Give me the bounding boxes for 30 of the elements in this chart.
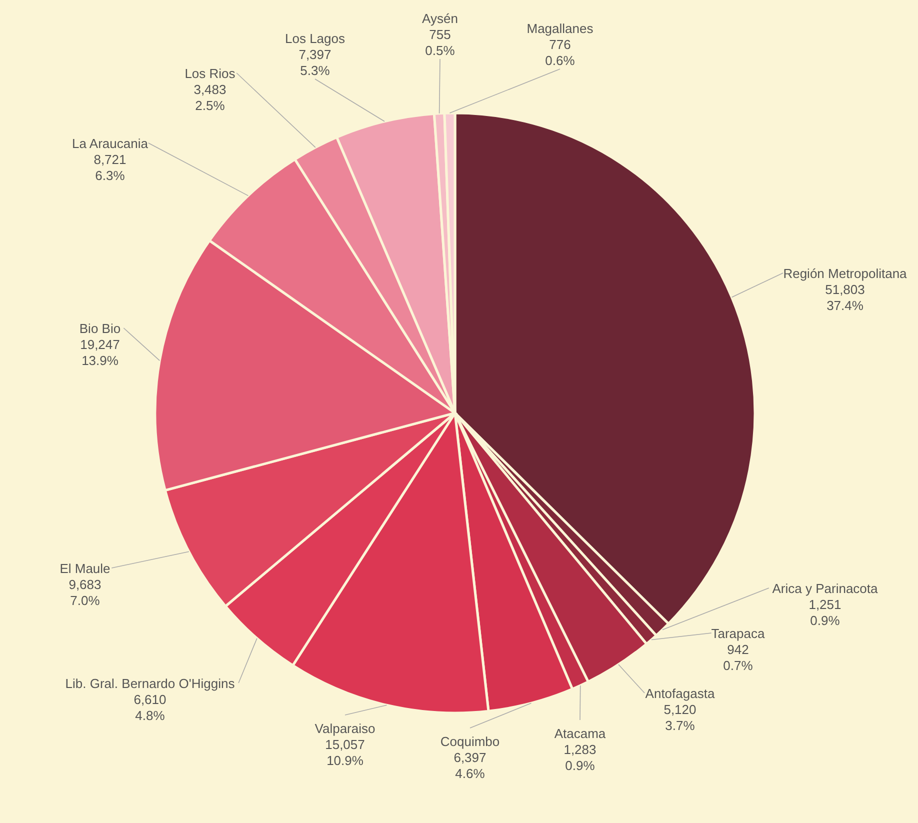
slice-label: Coquimbo: [440, 734, 500, 749]
slice-label: Valparaiso: [314, 721, 376, 736]
data-label: 1,283 0.9%: [564, 742, 596, 773]
data-label: 8,721 6.3%: [94, 152, 126, 183]
data-label: 7,397 5.3%: [298, 47, 332, 78]
data-label: 942 0.7%: [723, 642, 754, 673]
data-label: 3,483 2.5%: [194, 82, 226, 113]
data-label: 776 0.6%: [545, 37, 576, 68]
data-label: 15,057 10.9%: [325, 737, 365, 768]
data-label: 6,397 4.6%: [454, 750, 486, 781]
slice-label: Lib. Gral. Bernardo O'Higgins: [65, 676, 236, 691]
data-label: 51,803 37.4%: [825, 282, 865, 313]
data-label: 5,120 3.7%: [664, 702, 696, 733]
data-label: 1,251 0.9%: [808, 597, 842, 628]
data-label: 755 0.5%: [425, 27, 456, 58]
slice-label: Arica y Parinacota: [772, 581, 879, 596]
data-label: 19,247 13.9%: [80, 337, 120, 368]
slice-label: Los Rios: [184, 66, 236, 81]
slice-label: Antofagasta: [645, 686, 716, 701]
slice-label: Aysén: [422, 11, 458, 26]
slice-label: Los Lagos: [285, 31, 346, 46]
slice-label: El Maule: [60, 561, 110, 576]
data-label: 6,610 4.8%: [134, 692, 166, 723]
slice-label: Atacama: [554, 726, 606, 741]
slice-label: Magallanes: [526, 21, 594, 36]
slice-label: La Araucania: [72, 136, 149, 151]
slice-label: Bio Bio: [79, 321, 121, 336]
data-label: 9,683 7.0%: [68, 577, 102, 608]
slice-label: Región Metropolitana: [783, 266, 908, 281]
slice-label: Tarapaca: [711, 626, 766, 641]
